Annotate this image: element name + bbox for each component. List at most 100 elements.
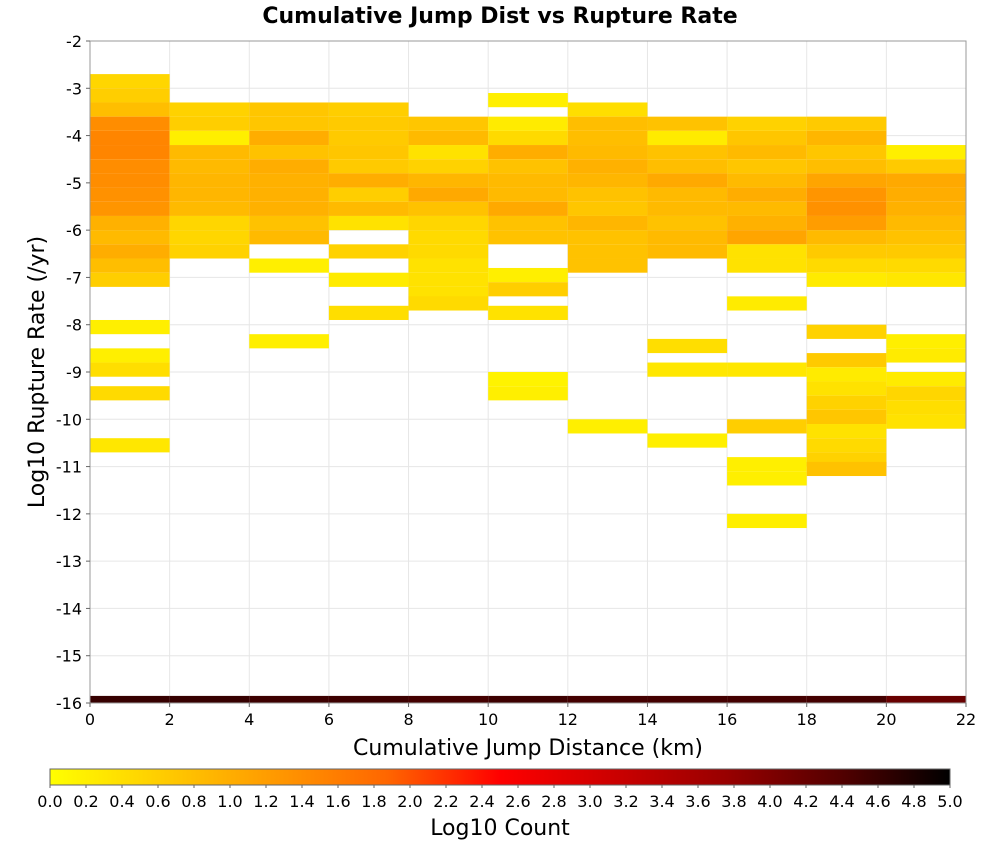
heatmap-cell <box>647 145 728 160</box>
heatmap-cell <box>727 695 807 703</box>
heatmap-cell <box>328 695 409 703</box>
heatmap-cell <box>169 173 250 188</box>
heatmap-cell <box>886 258 966 273</box>
heatmap-cell <box>328 201 409 216</box>
heatmap-cell <box>488 173 568 188</box>
heatmap-cell <box>169 187 250 202</box>
heatmap-cell <box>408 215 489 231</box>
heatmap-cell <box>90 348 170 363</box>
heatmap-cell <box>328 130 409 146</box>
heatmap-cell <box>328 173 409 188</box>
x-tick-label: 4 <box>244 710 254 729</box>
heatmap-cell <box>647 695 728 703</box>
heatmap-cell <box>249 334 329 349</box>
colorbar-tick-label: 4.2 <box>793 792 818 811</box>
heatmap-cells <box>90 74 966 703</box>
heatmap-cell <box>886 334 966 349</box>
heatmap-cell <box>90 173 170 188</box>
heatmap-cell <box>727 419 807 434</box>
heatmap-cell <box>647 201 728 216</box>
heatmap-cell <box>90 244 170 259</box>
y-tick-label: -4 <box>66 127 82 146</box>
heatmap-cell <box>647 116 728 131</box>
heatmap-cell <box>328 305 409 320</box>
heatmap-cell <box>806 187 887 202</box>
heatmap-cell <box>886 414 966 429</box>
heatmap-cell <box>408 130 489 146</box>
heatmap-cell <box>727 173 807 188</box>
y-axis-ticks: -2 -3 -4 -5 -6 -7 -8 -9 -10 -11 -12 -13 -14 -15 -16 <box>56 32 90 713</box>
colorbar: 0.0 0.2 0.4 0.6 0.8 1.0 1.2 1.4 1.6 1.8 2.0 2.2 2.4 2… <box>37 768 963 811</box>
x-tick-label: 22 <box>956 710 976 729</box>
colorbar-tick-label: 2.4 <box>469 792 494 811</box>
heatmap-cell <box>727 145 807 160</box>
heatmap-cell <box>806 130 887 146</box>
heatmap-cell <box>806 258 887 273</box>
heatmap-cell <box>408 116 489 131</box>
colorbar-tick-label: 1.2 <box>253 792 278 811</box>
colorbar-tick-label: 4.4 <box>829 792 854 811</box>
heatmap-cell <box>169 201 250 216</box>
heatmap-cell <box>249 215 329 231</box>
heatmap-cell <box>567 130 648 146</box>
heatmap-cell <box>408 272 489 287</box>
y-tick-label: -5 <box>66 174 82 193</box>
heatmap-cell <box>90 201 170 216</box>
heatmap-cell <box>567 116 648 131</box>
heatmap-cell <box>727 215 807 231</box>
heatmap-cell <box>727 201 807 216</box>
chart-title: Cumulative Jump Dist vs Rupture Rate <box>262 4 737 29</box>
heatmap-cell <box>328 187 409 202</box>
heatmap-cell <box>647 173 728 188</box>
y-tick-label: -6 <box>66 221 82 240</box>
colorbar-tick-label: 0.8 <box>181 792 206 811</box>
y-tick-label: -7 <box>66 268 82 287</box>
colorbar-tick-label: 1.0 <box>217 792 242 811</box>
x-tick-label: 2 <box>165 710 175 729</box>
heatmap-cell <box>169 130 250 146</box>
heatmap-cell <box>169 695 250 703</box>
y-tick-label: -11 <box>56 458 82 477</box>
heatmap-cell <box>328 215 409 231</box>
heatmap-cell <box>806 695 887 703</box>
heatmap-cell <box>169 159 250 174</box>
heatmap-cell <box>488 145 568 160</box>
heatmap-cell <box>567 187 648 202</box>
x-tick-label: 6 <box>324 710 334 729</box>
heatmap-cell <box>567 695 648 703</box>
colorbar-tick-label: 3.0 <box>577 792 602 811</box>
heatmap-cell <box>647 187 728 202</box>
heatmap-cell <box>249 173 329 188</box>
heatmap-cell <box>647 130 728 146</box>
heatmap-cell <box>886 372 966 387</box>
heatmap-cell <box>727 457 807 472</box>
heatmap-cell <box>90 258 170 273</box>
colorbar-tick-label: 2.6 <box>505 792 530 811</box>
heatmap-cell <box>90 74 170 89</box>
colorbar-tick-label: 0.0 <box>37 792 62 811</box>
x-tick-label: 18 <box>797 710 817 729</box>
heatmap-cell <box>249 116 329 131</box>
heatmap-cell <box>567 145 648 160</box>
heatmap-cell <box>806 173 887 188</box>
heatmap-cell <box>727 159 807 174</box>
y-axis-label: Log10 Rupture Rate (/yr) <box>25 236 50 508</box>
y-tick-label: -8 <box>66 316 82 335</box>
heatmap-cell <box>408 145 489 160</box>
heatmap-cell <box>727 187 807 202</box>
heatmap-cell <box>727 362 807 377</box>
heatmap-cell <box>806 367 887 382</box>
heatmap-cell <box>567 419 648 434</box>
heatmap-cell <box>886 201 966 216</box>
heatmap-cell <box>806 438 887 453</box>
heatmap-cell <box>328 145 409 160</box>
heatmap-cell <box>806 230 887 245</box>
heatmap-cell <box>249 695 329 703</box>
heatmap-cell <box>169 215 250 231</box>
colorbar-tick-label: 4.8 <box>901 792 926 811</box>
x-tick-label: 20 <box>876 710 896 729</box>
heatmap-cell <box>249 159 329 174</box>
heatmap-cell <box>727 471 807 486</box>
colorbar-tick-label: 4.6 <box>865 792 890 811</box>
heatmap-cell <box>886 348 966 363</box>
